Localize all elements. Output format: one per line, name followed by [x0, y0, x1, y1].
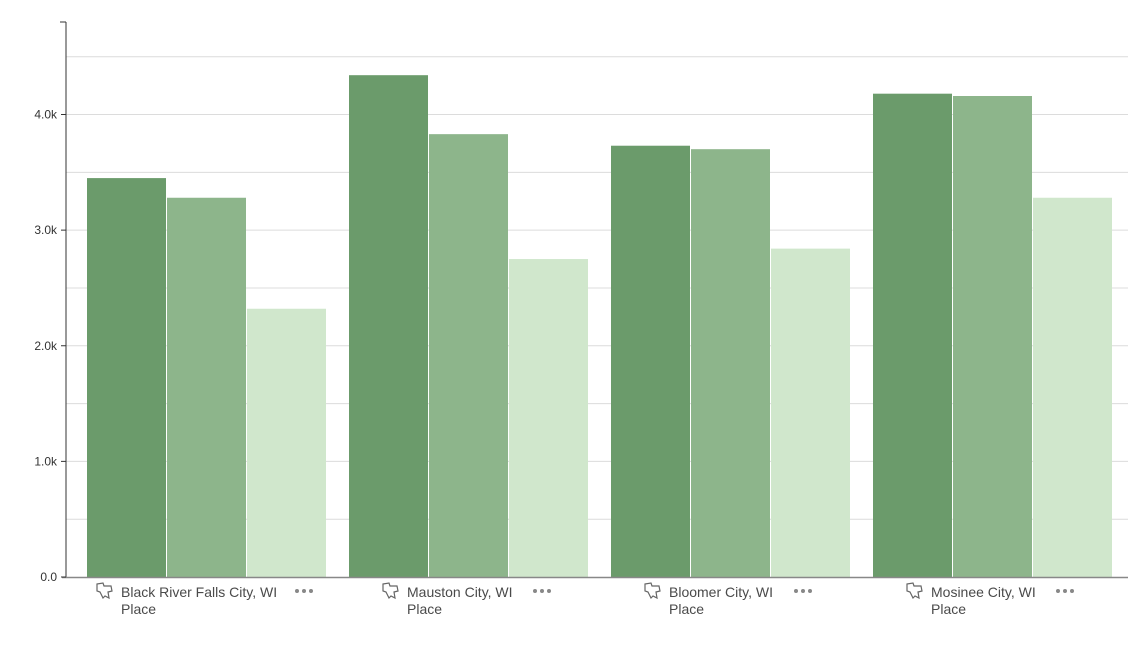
- bars: [87, 75, 1112, 577]
- y-tick-label: 3.0k: [34, 223, 58, 237]
- y-tick-label: 4.0k: [34, 108, 58, 122]
- bar-1-2[interactable]: [509, 259, 588, 577]
- y-tick-label: 2.0k: [34, 339, 58, 353]
- bar-2-1[interactable]: [691, 149, 770, 577]
- map-shape-icon: [382, 582, 399, 600]
- bar-3-1[interactable]: [953, 96, 1032, 577]
- bar-1-0[interactable]: [349, 75, 428, 577]
- category-type: Place: [121, 601, 157, 617]
- y-tick-label: 1.0k: [34, 454, 58, 468]
- map-shape-icon: [644, 582, 661, 600]
- map-shape-icon: [96, 582, 113, 600]
- bar-0-0[interactable]: [87, 178, 166, 577]
- category-type: Place: [931, 601, 967, 617]
- category-type: Place: [407, 601, 443, 617]
- bar-0-1[interactable]: [167, 197, 246, 577]
- map-shape-icon: [906, 582, 923, 600]
- category-name: Bloomer City, WI: [669, 584, 773, 600]
- category-name: Mauston City, WI: [407, 584, 513, 600]
- category-name: Black River Falls City, WI: [121, 584, 278, 600]
- y-axis-ticks: 0.0 1.0k 2.0k 3.0k 4.0k: [34, 108, 66, 584]
- more-options-icon[interactable]: [1054, 585, 1076, 597]
- category-name: Mosinee City, WI: [931, 584, 1036, 600]
- bar-1-1[interactable]: [429, 134, 508, 577]
- y-tick-label: 0.0: [40, 570, 57, 584]
- bar-0-2[interactable]: [247, 308, 326, 577]
- more-options-icon[interactable]: [792, 585, 814, 597]
- bar-2-0[interactable]: [611, 145, 690, 577]
- more-options-icon[interactable]: [531, 585, 553, 597]
- bar-3-2[interactable]: [1033, 197, 1112, 577]
- category-type: Place: [669, 601, 705, 617]
- bar-2-2[interactable]: [771, 248, 850, 577]
- bar-3-0[interactable]: [873, 93, 952, 577]
- more-options-icon[interactable]: [293, 585, 315, 597]
